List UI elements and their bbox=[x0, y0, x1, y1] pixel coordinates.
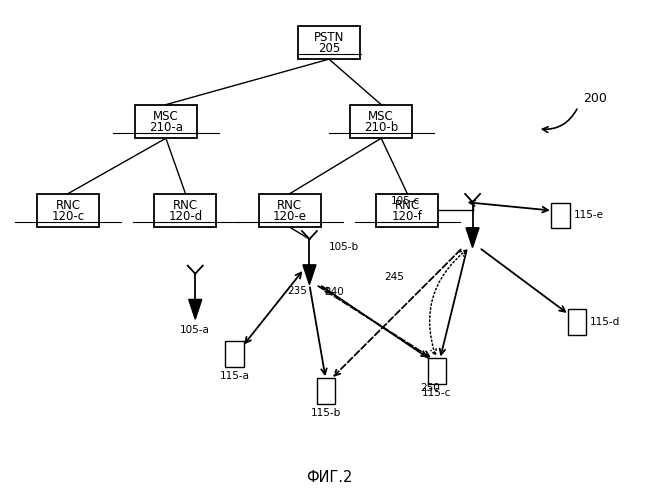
Text: 105-c: 105-c bbox=[391, 196, 420, 206]
Text: PSTN: PSTN bbox=[314, 31, 344, 44]
Text: 235: 235 bbox=[288, 286, 308, 296]
Text: RNC: RNC bbox=[55, 199, 80, 212]
Text: 115-c: 115-c bbox=[422, 388, 451, 398]
Text: 250: 250 bbox=[420, 383, 440, 393]
Text: RNC: RNC bbox=[395, 199, 420, 212]
Text: MSC: MSC bbox=[153, 110, 179, 123]
Text: 210-a: 210-a bbox=[149, 121, 183, 134]
FancyBboxPatch shape bbox=[37, 194, 99, 228]
Text: 240: 240 bbox=[324, 288, 344, 298]
FancyBboxPatch shape bbox=[135, 104, 197, 138]
Text: 115-a: 115-a bbox=[219, 370, 249, 380]
Polygon shape bbox=[466, 228, 479, 248]
FancyBboxPatch shape bbox=[298, 26, 360, 59]
FancyBboxPatch shape bbox=[551, 202, 570, 228]
Text: ФИГ.2: ФИГ.2 bbox=[306, 470, 352, 485]
Text: 120-f: 120-f bbox=[392, 210, 422, 223]
Text: RNC: RNC bbox=[173, 199, 198, 212]
Text: 210-b: 210-b bbox=[364, 121, 398, 134]
FancyBboxPatch shape bbox=[350, 104, 412, 138]
Polygon shape bbox=[303, 265, 316, 284]
Text: 120-d: 120-d bbox=[168, 210, 203, 223]
Text: 120-c: 120-c bbox=[51, 210, 85, 223]
FancyBboxPatch shape bbox=[428, 358, 445, 384]
FancyBboxPatch shape bbox=[376, 194, 438, 228]
FancyBboxPatch shape bbox=[568, 309, 586, 334]
Text: RNC: RNC bbox=[277, 199, 303, 212]
FancyBboxPatch shape bbox=[225, 341, 243, 366]
Text: 115-e: 115-e bbox=[574, 210, 603, 220]
Text: 115-d: 115-d bbox=[590, 316, 620, 326]
Text: 245: 245 bbox=[384, 272, 404, 281]
FancyBboxPatch shape bbox=[316, 378, 335, 404]
Text: 205: 205 bbox=[318, 42, 340, 55]
FancyBboxPatch shape bbox=[155, 194, 216, 228]
Text: 115-b: 115-b bbox=[311, 408, 341, 418]
Text: MSC: MSC bbox=[368, 110, 394, 123]
Text: 120-e: 120-e bbox=[273, 210, 307, 223]
Text: 105-b: 105-b bbox=[329, 242, 359, 252]
Text: 105-a: 105-a bbox=[180, 325, 210, 335]
FancyBboxPatch shape bbox=[259, 194, 321, 228]
Polygon shape bbox=[189, 300, 202, 319]
Text: 200: 200 bbox=[584, 92, 607, 104]
